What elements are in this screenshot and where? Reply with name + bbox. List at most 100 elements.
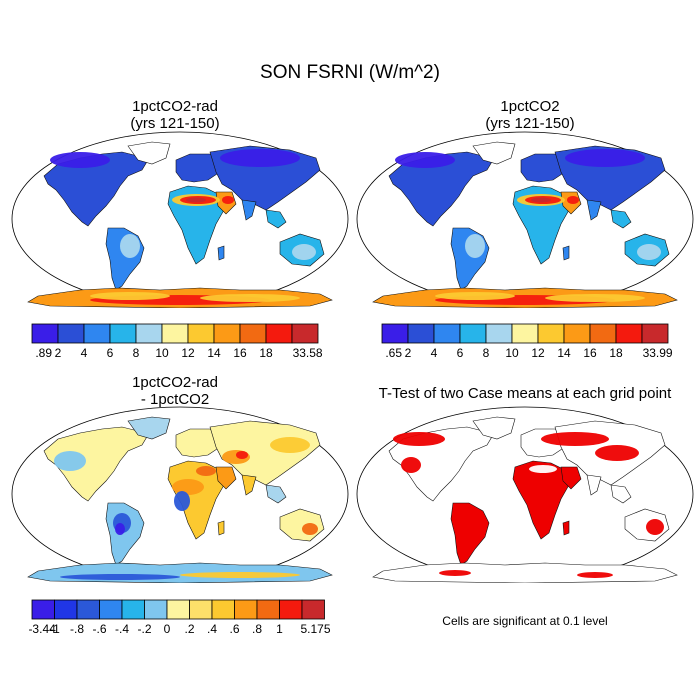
colorbar-tick-label: 10 bbox=[155, 346, 169, 360]
colorbar-swatch bbox=[99, 599, 123, 620]
continent-greenland bbox=[127, 416, 171, 440]
continent-africa bbox=[167, 185, 225, 265]
field-patch bbox=[180, 572, 300, 578]
field-patch bbox=[529, 465, 557, 473]
continent-sa bbox=[450, 502, 490, 566]
colorbar-swatch bbox=[589, 323, 617, 344]
colorbar-tick-label: 33.58 bbox=[293, 346, 323, 360]
panel-1-title-line1: 1pctCO2-rad bbox=[132, 98, 218, 115]
colorbar-swatch bbox=[166, 599, 190, 620]
colorbar-swatch bbox=[213, 323, 241, 344]
field-patch bbox=[595, 445, 639, 461]
field-patch bbox=[439, 570, 471, 576]
continent-europe bbox=[175, 428, 223, 458]
continent-na bbox=[388, 151, 494, 227]
colorbar-tick-label: 8 bbox=[133, 346, 140, 360]
colorbar-tick-label: -1 bbox=[49, 622, 60, 636]
colorbar-tick-label: 10 bbox=[505, 346, 519, 360]
colorbar-swatch bbox=[31, 599, 55, 620]
field-patch bbox=[577, 572, 613, 578]
colorbar-swatch bbox=[135, 323, 163, 344]
continent-india bbox=[586, 474, 602, 496]
continent-madagascar bbox=[217, 520, 225, 536]
colorbar-tick-label: .65 bbox=[385, 346, 402, 360]
continent-na bbox=[43, 426, 149, 502]
colorbar-tick-label: 14 bbox=[557, 346, 571, 360]
field-patch bbox=[393, 432, 445, 446]
field-patch bbox=[637, 244, 661, 260]
field-patch bbox=[541, 432, 609, 446]
colorbar-tick-label: 5.175 bbox=[300, 622, 330, 636]
colorbar-tick-label: -3.44 bbox=[28, 622, 56, 636]
colorbar-tick-label: 2 bbox=[405, 346, 412, 360]
field-patch bbox=[54, 451, 86, 471]
field-patch bbox=[90, 292, 170, 300]
colorbar-tick-label: 14 bbox=[207, 346, 221, 360]
field-patch bbox=[531, 197, 551, 203]
continent-greenland bbox=[127, 141, 171, 165]
colorbar-panel-2: .65 2 4 6 8 10 12 14 16 18 33.99 bbox=[381, 323, 673, 360]
colorbar-tick-label: 8 bbox=[483, 346, 490, 360]
panel-1-title: 1pctCO2-rad (yrs 121-150) bbox=[40, 98, 310, 132]
panel-2-title: 1pctCO2 (yrs 121-150) bbox=[395, 98, 665, 132]
continent-madagascar bbox=[562, 520, 570, 536]
colorbar-tick-label: -.4 bbox=[115, 622, 129, 636]
field-patch bbox=[60, 574, 180, 580]
colorbar-tick-label: -.2 bbox=[137, 622, 151, 636]
colorbar-swatch bbox=[291, 323, 319, 344]
colorbar-swatch bbox=[31, 323, 59, 344]
colorbar-tick-label: .6 bbox=[229, 622, 239, 636]
continent-greenland bbox=[472, 141, 516, 165]
field-patch bbox=[200, 294, 300, 302]
colorbar-swatch bbox=[407, 323, 435, 344]
continent-antarctica bbox=[27, 562, 333, 583]
colorbar-swatch bbox=[563, 323, 591, 344]
field-patch bbox=[567, 196, 579, 204]
significance-note: Cells are significant at 0.1 level bbox=[442, 614, 608, 628]
figure-title: SON FSRNI (W/m^2) bbox=[260, 62, 440, 83]
continent-madagascar bbox=[562, 245, 570, 261]
panel-2-title-line2: (yrs 121-150) bbox=[485, 115, 575, 132]
colorbar-panel-3: -3.44-1 -.8 -.6 -.4 -.2 0 .2 .4 .6 .8 1 5.175 bbox=[28, 599, 331, 636]
continent-india bbox=[586, 199, 602, 221]
continent-madagascar bbox=[217, 245, 225, 261]
field-patch bbox=[465, 234, 485, 258]
field-patch bbox=[174, 491, 190, 511]
colorbar-swatch bbox=[121, 599, 145, 620]
colorbar-tick-label: -.6 bbox=[92, 622, 106, 636]
continent-arabia bbox=[215, 466, 237, 490]
colorbar-swatch bbox=[144, 599, 168, 620]
colorbar-swatch bbox=[641, 323, 669, 344]
field-patch bbox=[186, 197, 206, 203]
colorbar-swatch bbox=[265, 323, 293, 344]
field-patch bbox=[172, 479, 204, 495]
colorbar-swatch bbox=[537, 323, 565, 344]
colorbar-tick-label: 2 bbox=[55, 346, 62, 360]
colorbar-swatch bbox=[256, 599, 280, 620]
field-patch bbox=[435, 292, 515, 300]
colorbar-tick-label: .8 bbox=[252, 622, 262, 636]
continent-africa bbox=[512, 185, 570, 265]
field-patch bbox=[115, 523, 125, 535]
field-patch bbox=[220, 149, 300, 167]
colorbar-tick-label: 4 bbox=[431, 346, 438, 360]
field-patch bbox=[565, 149, 645, 167]
colorbar-tick-label: 6 bbox=[107, 346, 114, 360]
colorbar-tick-label: 12 bbox=[531, 346, 545, 360]
colorbar-swatch bbox=[381, 323, 409, 344]
field-patch bbox=[302, 523, 318, 535]
map-panel-3 bbox=[11, 406, 349, 583]
continent-india bbox=[241, 474, 257, 496]
field-patch bbox=[545, 294, 645, 302]
colorbar-swatch bbox=[57, 323, 85, 344]
field-patch bbox=[646, 519, 664, 535]
colorbar-swatch bbox=[109, 323, 137, 344]
panel-3-title-line1: 1pctCO2-rad bbox=[132, 374, 218, 391]
colorbar-panel-1: .89 2 4 6 8 10 12 14 16 18 33.58 bbox=[31, 323, 323, 360]
continent-na bbox=[43, 151, 149, 227]
continent-europe bbox=[175, 153, 223, 183]
panel-3-title-line2: - 1pctCO2 bbox=[140, 391, 210, 408]
colorbar-tick-label: 16 bbox=[583, 346, 597, 360]
field-patch bbox=[222, 196, 234, 204]
colorbar-tick-label: -.8 bbox=[70, 622, 84, 636]
